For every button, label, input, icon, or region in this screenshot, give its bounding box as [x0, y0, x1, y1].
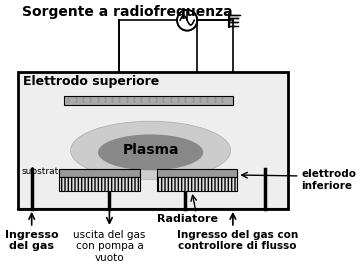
Text: Ingresso del gas con
controllore di flusso: Ingresso del gas con controllore di flus…: [177, 230, 298, 251]
Bar: [18, 72, 288, 209]
Text: substrato: substrato: [21, 167, 64, 176]
Text: Ingresso
del gas: Ingresso del gas: [5, 230, 59, 251]
Bar: [157, 177, 237, 191]
Text: Elettrodo superiore: Elettrodo superiore: [23, 75, 160, 88]
Text: Sorgente a radiofrequenza: Sorgente a radiofrequenza: [23, 5, 233, 19]
Text: Radiatore: Radiatore: [157, 214, 218, 224]
Bar: [157, 169, 237, 177]
Text: Plasma: Plasma: [122, 143, 179, 157]
Text: uscita del gas
con pompa a
vuoto: uscita del gas con pompa a vuoto: [73, 230, 146, 263]
Bar: [64, 96, 233, 105]
Ellipse shape: [98, 134, 203, 170]
Bar: [59, 177, 140, 191]
Bar: [59, 169, 140, 177]
Ellipse shape: [71, 121, 231, 180]
Text: elettrodo
inferiore: elettrodo inferiore: [301, 169, 356, 191]
